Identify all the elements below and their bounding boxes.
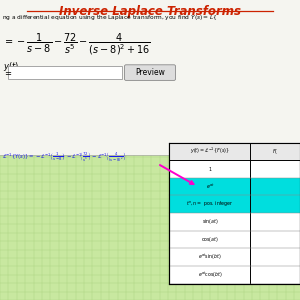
Text: ng a differential equation using the Laplace transform, you find $Y(s) = L\{$: ng a differential equation using the Lap…	[2, 13, 217, 22]
Text: $\sin(at)$: $\sin(at)$	[202, 217, 218, 226]
Bar	[8, 66, 122, 79]
Bar	[169, 142, 300, 284]
Bar	[0, 0, 300, 154]
Text: $y(t).$: $y(t).$	[3, 60, 22, 73]
Text: $F($: $F($	[272, 147, 278, 156]
Text: $e^{at}\cos(bt)$: $e^{at}\cos(bt)$	[197, 270, 222, 280]
Text: $\cos(at)$: $\cos(at)$	[201, 235, 219, 244]
Text: $t^n, n = $ pos. integer: $t^n, n = $ pos. integer	[186, 200, 234, 209]
Bar	[169, 178, 300, 195]
Bar	[169, 142, 300, 160]
FancyBboxPatch shape	[124, 65, 176, 80]
Text: $1$: $1$	[208, 165, 212, 173]
Text: Inverse Laplace Transforms: Inverse Laplace Transforms	[59, 4, 241, 17]
Bar	[169, 195, 300, 213]
Text: Preview: Preview	[135, 68, 165, 77]
Text: $= -\dfrac{1}{s-8} - \dfrac{72}{s^5} - \dfrac{4}{(s-8)^2+16}$: $= -\dfrac{1}{s-8} - \dfrac{72}{s^5} - \…	[3, 32, 151, 57]
Text: $e^{at}$: $e^{at}$	[206, 182, 214, 191]
Text: $e^{at}\sin(bt)$: $e^{at}\sin(bt)$	[198, 252, 222, 262]
Text: $=$: $=$	[3, 68, 13, 77]
Text: $\mathcal{L}^{-1}\{Y(s)\}=-\mathcal{L}^{-1}\!\left\{\frac{1}{s-8}\right\}-\mathc: $\mathcal{L}^{-1}\{Y(s)\}=-\mathcal{L}^{…	[2, 151, 126, 163]
Text: $y(t) = \mathcal{L}^{-1}\{F(s)\}$: $y(t) = \mathcal{L}^{-1}\{F(s)\}$	[190, 146, 230, 157]
